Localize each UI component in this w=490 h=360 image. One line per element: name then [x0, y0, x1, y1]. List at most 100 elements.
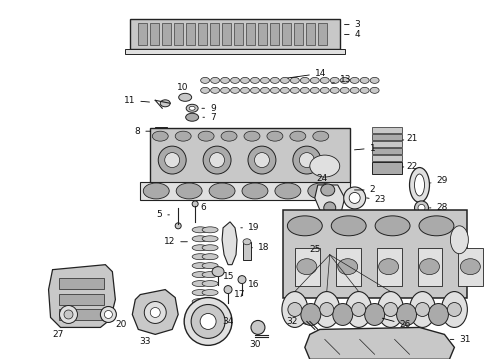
Bar	[58, 278, 104, 289]
Text: 9: 9	[202, 104, 216, 113]
Ellipse shape	[100, 306, 116, 323]
Bar	[258, 23, 267, 45]
Text: 30: 30	[249, 340, 261, 349]
Ellipse shape	[310, 77, 319, 84]
Ellipse shape	[198, 131, 214, 141]
Ellipse shape	[416, 302, 429, 316]
Ellipse shape	[300, 87, 309, 93]
Bar	[243, 242, 251, 260]
Text: 34: 34	[222, 317, 233, 326]
Ellipse shape	[293, 146, 321, 174]
Text: 19: 19	[241, 223, 260, 232]
Polygon shape	[222, 222, 237, 265]
Ellipse shape	[192, 227, 208, 233]
Ellipse shape	[143, 183, 169, 199]
Ellipse shape	[321, 184, 335, 196]
Text: 2: 2	[354, 185, 375, 194]
Bar	[336, 248, 361, 285]
Ellipse shape	[250, 87, 260, 93]
Polygon shape	[49, 265, 115, 328]
Ellipse shape	[152, 131, 168, 141]
Bar	[371, 141, 401, 147]
Ellipse shape	[450, 226, 468, 254]
Bar	[150, 23, 159, 45]
Ellipse shape	[261, 77, 270, 84]
Ellipse shape	[419, 216, 454, 236]
Ellipse shape	[384, 302, 397, 316]
Ellipse shape	[192, 298, 208, 305]
Ellipse shape	[301, 315, 315, 324]
Text: 3: 3	[344, 20, 361, 29]
Ellipse shape	[378, 292, 404, 328]
Text: 16: 16	[248, 280, 260, 289]
Ellipse shape	[267, 131, 283, 141]
Text: 8: 8	[135, 127, 150, 136]
Ellipse shape	[350, 77, 359, 84]
Ellipse shape	[144, 302, 166, 323]
Ellipse shape	[192, 254, 208, 260]
Ellipse shape	[370, 87, 379, 93]
Ellipse shape	[209, 183, 235, 199]
Ellipse shape	[202, 263, 218, 269]
Ellipse shape	[287, 216, 322, 236]
Bar	[371, 134, 401, 140]
Bar	[174, 23, 183, 45]
Ellipse shape	[250, 77, 260, 84]
Ellipse shape	[310, 87, 319, 93]
Ellipse shape	[200, 77, 210, 84]
Ellipse shape	[179, 93, 192, 101]
Ellipse shape	[275, 183, 301, 199]
Bar	[186, 23, 195, 45]
Text: 21: 21	[403, 134, 418, 143]
Ellipse shape	[270, 77, 279, 84]
Ellipse shape	[379, 259, 398, 275]
Bar	[306, 23, 315, 45]
Ellipse shape	[242, 183, 268, 199]
Ellipse shape	[241, 77, 249, 84]
Ellipse shape	[230, 87, 240, 93]
Ellipse shape	[175, 223, 181, 229]
Ellipse shape	[150, 307, 160, 318]
Ellipse shape	[202, 272, 218, 278]
Ellipse shape	[192, 201, 198, 207]
Bar	[234, 23, 243, 45]
Text: 33: 33	[140, 337, 151, 346]
Ellipse shape	[360, 87, 369, 93]
Ellipse shape	[261, 87, 270, 93]
Bar	[318, 23, 327, 45]
Ellipse shape	[202, 254, 218, 260]
Ellipse shape	[360, 77, 369, 84]
Ellipse shape	[280, 87, 290, 93]
Ellipse shape	[175, 131, 191, 141]
Ellipse shape	[349, 193, 360, 203]
Ellipse shape	[461, 259, 480, 275]
Ellipse shape	[447, 302, 462, 316]
Ellipse shape	[244, 131, 260, 141]
Ellipse shape	[320, 77, 329, 84]
Ellipse shape	[320, 302, 334, 316]
Text: 12: 12	[164, 237, 187, 246]
Ellipse shape	[186, 104, 198, 112]
Text: 28: 28	[429, 203, 448, 212]
Ellipse shape	[202, 280, 218, 287]
Ellipse shape	[331, 216, 366, 236]
Text: 27: 27	[52, 330, 64, 339]
Ellipse shape	[192, 307, 208, 314]
Polygon shape	[132, 289, 178, 334]
Ellipse shape	[165, 153, 180, 167]
Ellipse shape	[104, 310, 112, 319]
Bar	[295, 248, 320, 285]
Text: 1: 1	[354, 144, 375, 153]
Ellipse shape	[313, 131, 329, 141]
Text: 22: 22	[403, 162, 418, 171]
Ellipse shape	[191, 305, 225, 338]
Ellipse shape	[314, 292, 340, 328]
Ellipse shape	[410, 292, 436, 328]
Bar	[58, 293, 104, 305]
Bar	[282, 23, 291, 45]
Ellipse shape	[248, 146, 276, 174]
Ellipse shape	[64, 310, 73, 319]
Ellipse shape	[282, 292, 308, 328]
Ellipse shape	[254, 153, 270, 167]
Ellipse shape	[290, 131, 306, 141]
